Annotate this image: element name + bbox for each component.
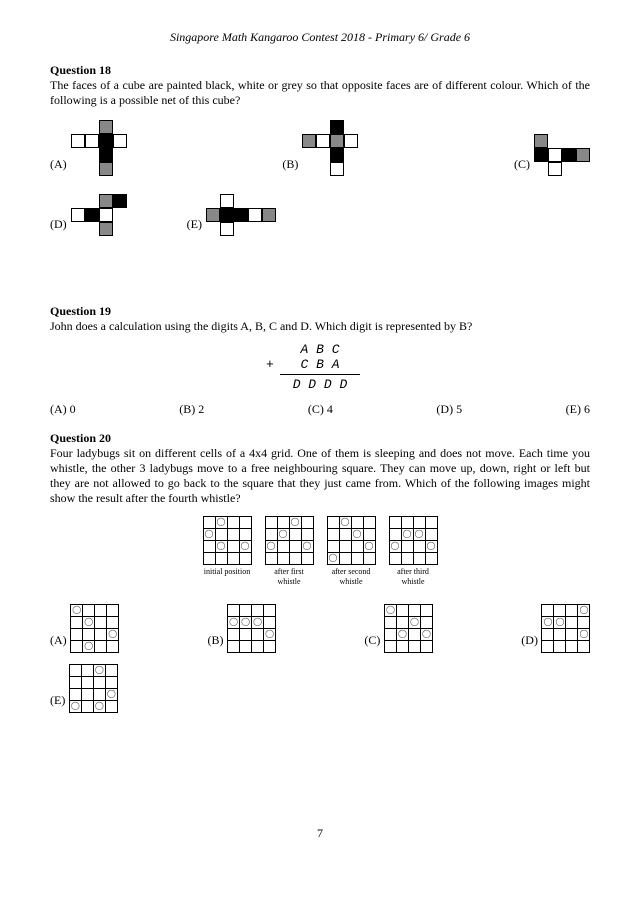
q18-choices-row1: (A) (B) (C)	[50, 116, 590, 180]
page-header: Singapore Math Kangaroo Contest 2018 - P…	[50, 30, 590, 45]
q18-label-e: (E)	[187, 217, 202, 236]
q18-label-b: (B)	[282, 157, 298, 176]
q20-grid-a	[71, 604, 119, 652]
q19-calc-result: D D D D	[280, 377, 360, 392]
q19-choice-b: (B) 2	[179, 402, 204, 417]
q20-label-b: (B)	[208, 633, 224, 652]
q18-label-a: (A)	[50, 157, 67, 176]
q20-seq-label-0: initial position	[203, 567, 251, 577]
q20-choice-b: (B)	[208, 604, 276, 652]
q20-seq-label-3: after thirdwhistle	[389, 567, 437, 586]
q20-label-c: (C)	[364, 633, 380, 652]
q20-text: Four ladybugs sit on different cells of …	[50, 446, 590, 506]
page-number: 7	[50, 826, 590, 841]
q18-net-a	[71, 120, 127, 176]
q19-calc-line2: C B A	[300, 357, 339, 372]
q20-seq-3: after thirdwhistle	[389, 516, 437, 586]
q18-choice-a: (A)	[50, 120, 127, 176]
q20-choice-c: (C)	[364, 604, 432, 652]
q20-grid-initial	[203, 516, 251, 564]
q20-choice-a: (A)	[50, 604, 119, 652]
q18-choice-d: (D)	[50, 194, 127, 236]
q20-grid-d	[542, 604, 590, 652]
q20-choice-d: (D)	[521, 604, 590, 652]
q18-choice-b: (B)	[282, 120, 358, 176]
q19-calc-rule	[280, 374, 360, 375]
q20-choices-row1: (A) (B) (C) (D)	[50, 600, 590, 656]
q20-grid-second	[327, 516, 375, 564]
q20-sequence: initial position after firstwhistle afte…	[50, 516, 590, 586]
q19-calculation: A B C + C B A D D D D	[280, 342, 360, 392]
q20-grid-first	[265, 516, 313, 564]
q19-calc-plus: +	[266, 357, 274, 372]
q18-title: Question 18	[50, 63, 590, 78]
q20-choice-e: (E)	[50, 664, 117, 712]
q19-text: John does a calculation using the digits…	[50, 319, 590, 334]
q19-choice-e: (E) 6	[566, 402, 590, 417]
q20-label-d: (D)	[521, 633, 538, 652]
q20-seq-label-2: after secondwhistle	[327, 567, 375, 586]
q20-seq-label-1: after firstwhistle	[265, 567, 313, 586]
q20-label-e: (E)	[50, 693, 65, 712]
q19-choice-a: (A) 0	[50, 402, 76, 417]
q19-calc-line1: A B C	[280, 342, 360, 357]
q18-label-c: (C)	[514, 157, 530, 176]
q20-seq-2: after secondwhistle	[327, 516, 375, 586]
q19-choices: (A) 0 (B) 2 (C) 4 (D) 5 (E) 6	[50, 402, 590, 417]
q19-choice-c: (C) 4	[308, 402, 333, 417]
q20-title: Question 20	[50, 431, 590, 446]
q20-seq-0: initial position	[203, 516, 251, 586]
q18-choices-row2: (D) (E)	[50, 190, 590, 240]
q18-net-d	[71, 194, 127, 236]
q19-choice-d: (D) 5	[436, 402, 462, 417]
q20-grid-b	[228, 604, 276, 652]
q20-grid-third	[389, 516, 437, 564]
q20-choices-row2: (E)	[50, 660, 590, 716]
q19-title: Question 19	[50, 304, 590, 319]
q20-grid-e	[69, 664, 117, 712]
q18-label-d: (D)	[50, 217, 67, 236]
q20-grid-c	[384, 604, 432, 652]
q18-net-b	[302, 120, 358, 176]
q18-choice-c: (C)	[514, 134, 590, 176]
q18-text: The faces of a cube are painted black, w…	[50, 78, 590, 108]
q20-label-a: (A)	[50, 633, 67, 652]
q20-seq-1: after firstwhistle	[265, 516, 313, 586]
q18-net-c	[534, 134, 590, 176]
q18-net-e	[206, 194, 276, 236]
q18-choice-e: (E)	[187, 194, 276, 236]
